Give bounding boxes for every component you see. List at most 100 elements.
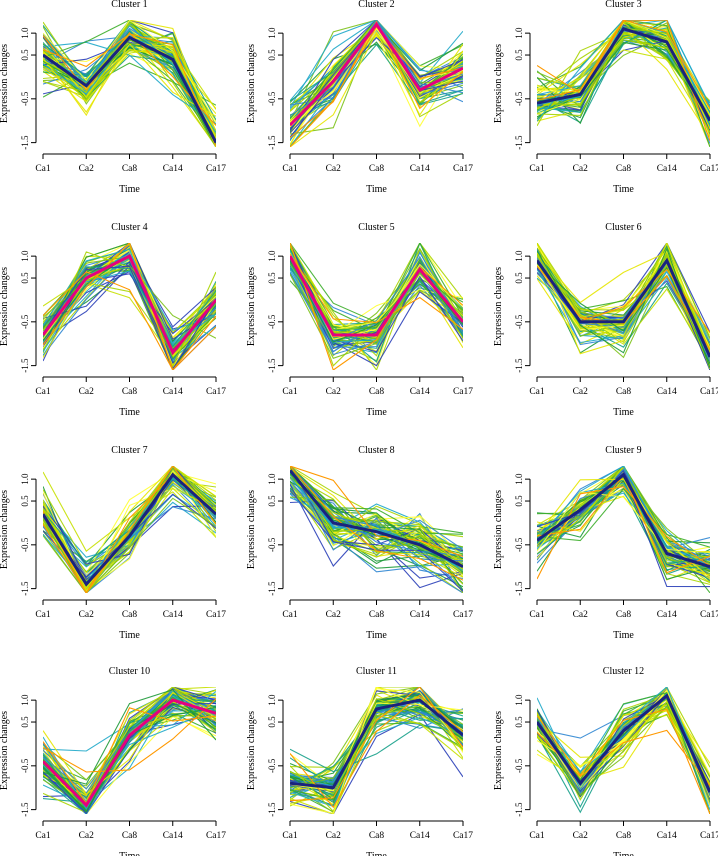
x-tick-label: Ca2: [79, 164, 95, 174]
y-tick-label: 1.0: [514, 694, 524, 706]
cluster-panel-11: Cluster 11 Ca1 Ca2 Ca8 Ca14 Ca17 -1.5 -0.5 0.5 1.…: [246, 666, 473, 861]
series-line: [43, 243, 216, 370]
series-line: [43, 265, 216, 370]
centroid-line: [290, 698, 463, 790]
y-tick-label: -0.5: [267, 758, 277, 773]
series-line: [43, 691, 216, 796]
x-tick-label: Ca17: [453, 387, 473, 397]
x-tick-label: Ca8: [122, 831, 138, 841]
y-tick-label: -1.5: [514, 581, 524, 596]
y-tick-label: 1.0: [514, 250, 524, 262]
panel-title: Cluster 8: [358, 445, 394, 456]
series-line: [43, 260, 216, 364]
y-tick-label: 1.0: [267, 27, 277, 39]
centroid-line: [43, 472, 216, 587]
x-tick-label: Ca8: [369, 387, 385, 397]
cluster-panel-10: Cluster 10 Ca1 Ca2 Ca8 Ca14 Ca17 -1.5 -0.5 0.5 1.…: [0, 666, 226, 861]
series-line: [290, 36, 463, 138]
series-line: [290, 724, 463, 773]
y-tick-label: 0.5: [514, 495, 524, 507]
panel-title: Cluster 10: [109, 666, 150, 677]
x-tick-label: Ca14: [163, 387, 183, 397]
x-tick-label: Ca17: [700, 831, 718, 841]
x-tick-label: Ca14: [410, 610, 430, 620]
x-tick-label: Ca2: [326, 610, 342, 620]
series-lines: [43, 243, 216, 370]
series-lines: [290, 20, 463, 147]
centroid-line: [290, 469, 463, 569]
series-line: [290, 20, 463, 102]
series-line: [290, 466, 463, 580]
panel-title: Cluster 7: [111, 445, 147, 456]
x-tick-label: Ca1: [35, 831, 51, 841]
series-line: [43, 243, 216, 345]
series-line: [537, 20, 710, 126]
series-line: [290, 490, 463, 578]
series-line: [290, 243, 463, 370]
x-tick-label: Ca17: [700, 164, 718, 174]
series-line: [43, 32, 216, 126]
y-tick-label: 0.5: [20, 495, 30, 507]
x-tick-label: Ca17: [453, 831, 473, 841]
x-tick-label: Ca1: [282, 387, 298, 397]
series-lines: [290, 466, 463, 593]
x-tick-label: Ca14: [410, 164, 430, 174]
series-line: [290, 466, 463, 558]
series-line: [43, 41, 216, 125]
series-line: [537, 49, 710, 133]
x-tick-label: Ca14: [657, 164, 677, 174]
x-tick-label: Ca17: [206, 610, 226, 620]
x-tick-label: Ca8: [369, 831, 385, 841]
x-tick-label: Ca14: [657, 831, 677, 841]
x-tick-label: Ca14: [410, 831, 430, 841]
y-axis-title: Expression changes: [493, 267, 504, 346]
series-line: [43, 33, 216, 147]
x-tick-label: Ca17: [700, 387, 718, 397]
panel-title: Cluster 4: [111, 222, 147, 233]
centroid-line: [537, 472, 710, 569]
centroid-line: [537, 27, 710, 122]
series-line: [290, 20, 463, 120]
x-tick-label: Ca1: [35, 164, 51, 174]
y-tick-label: 0.5: [514, 49, 524, 61]
y-tick-label: -1.5: [514, 802, 524, 817]
x-tick-label: Ca1: [529, 387, 545, 397]
y-tick-label: -1.5: [267, 802, 277, 817]
x-tick-label: Ca1: [529, 164, 545, 174]
series-line: [290, 477, 463, 566]
x-tick-label: Ca1: [35, 387, 51, 397]
x-axis-title: Time: [119, 407, 140, 418]
series-lines: [537, 20, 710, 147]
series-line: [290, 722, 463, 813]
x-tick-label: Ca17: [206, 831, 226, 841]
series-lines: [43, 687, 216, 814]
y-axis-title: Expression changes: [246, 267, 257, 346]
x-tick-label: Ca2: [573, 610, 589, 620]
cluster-panel-3: Cluster 3 Ca1 Ca2 Ca8 Ca14 Ca17 -1.5 -0.5 0.5 1.0…: [493, 0, 718, 195]
series-lines: [290, 243, 463, 370]
series-lines: [43, 466, 216, 593]
x-tick-label: Ca8: [616, 164, 632, 174]
y-tick-label: -1.5: [267, 135, 277, 150]
x-tick-label: Ca2: [79, 831, 95, 841]
series-lines: [43, 20, 216, 147]
cluster-panel-1: Cluster 1 Ca1 Ca2 Ca8 Ca14 Ca17 -1.5 -0.5 0.5 1.0…: [0, 0, 226, 195]
series-line: [290, 20, 463, 133]
y-tick-label: -1.5: [20, 135, 30, 150]
y-tick-label: 1.0: [514, 27, 524, 39]
series-line: [43, 466, 216, 593]
cluster-panel-5: Cluster 5 Ca1 Ca2 Ca8 Ca14 Ca17 -1.5 -0.5 0.5 1.0…: [246, 222, 473, 418]
x-tick-label: Ca8: [122, 610, 138, 620]
series-line: [290, 716, 463, 788]
x-tick-label: Ca14: [163, 831, 183, 841]
centroid-line: [537, 693, 710, 793]
panel-title: Cluster 1: [111, 0, 147, 10]
series-line: [43, 271, 216, 370]
y-axis-title: Expression changes: [0, 711, 10, 790]
series-line: [290, 253, 463, 330]
panel-title: Cluster 9: [605, 445, 641, 456]
series-line: [290, 43, 463, 129]
series-line: [537, 466, 710, 572]
series-line: [290, 20, 463, 139]
